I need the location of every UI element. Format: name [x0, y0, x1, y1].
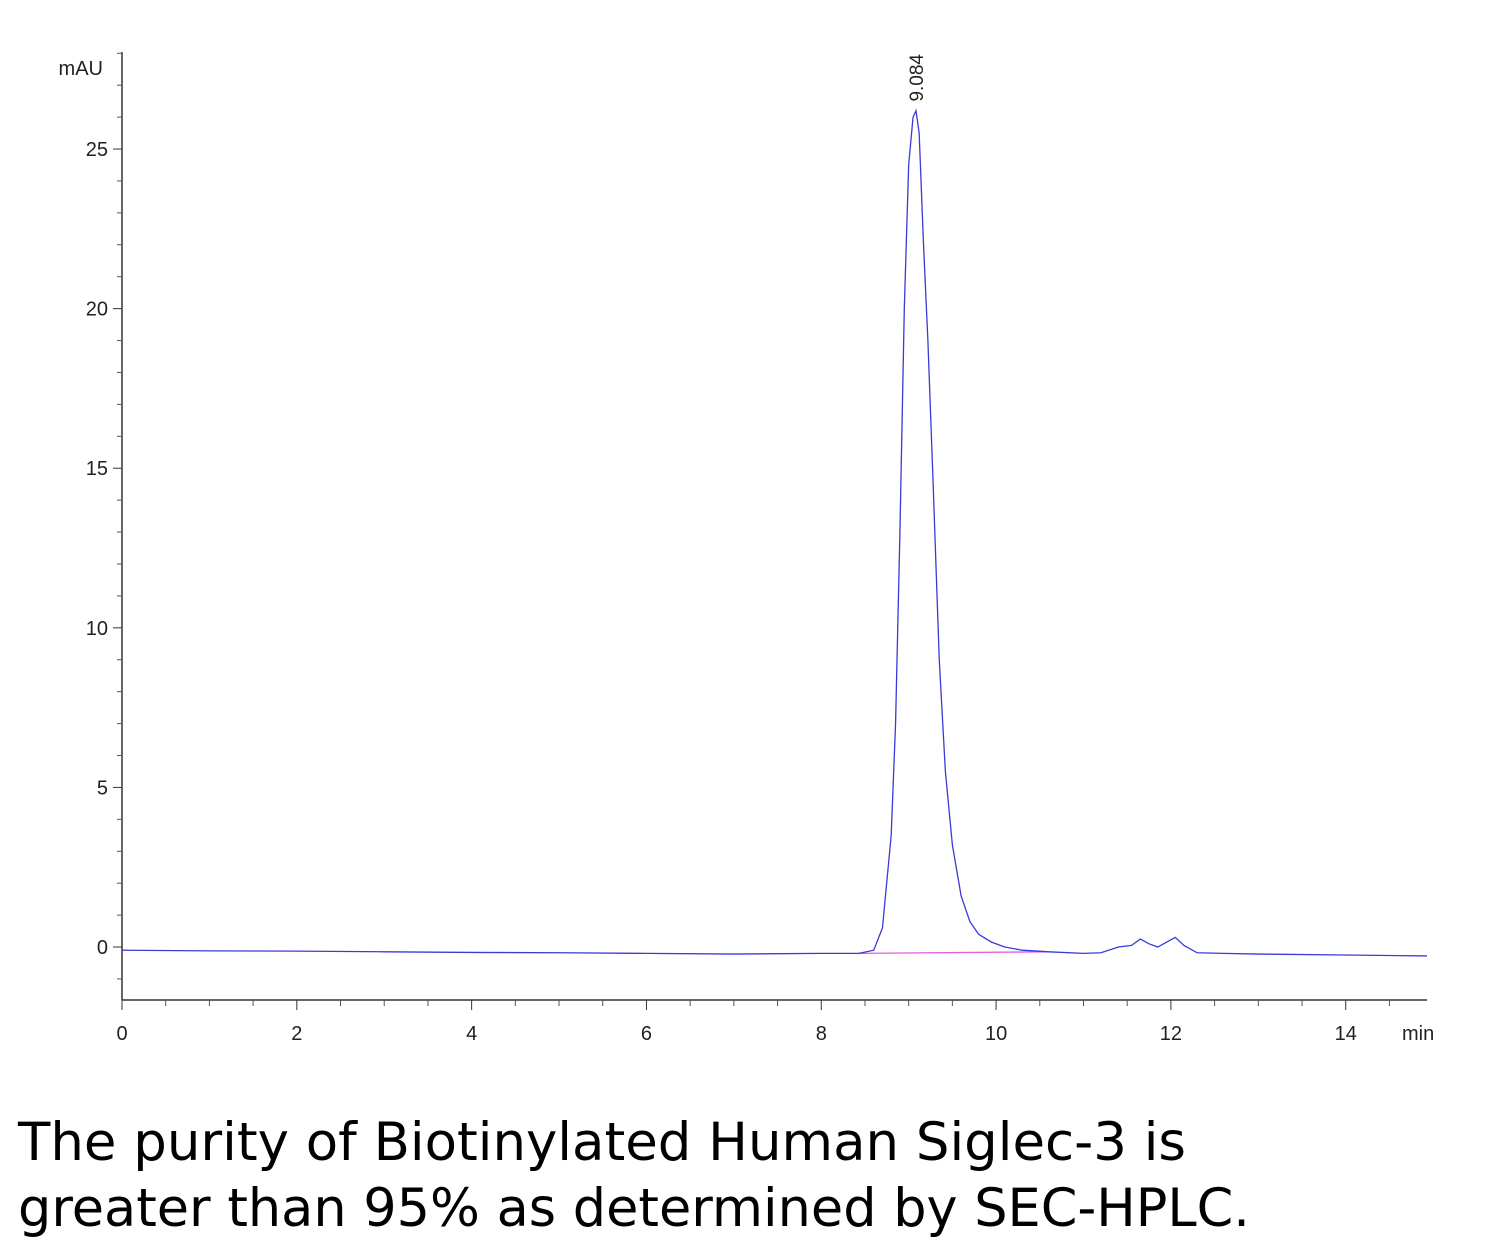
- x-tick-label: 6: [641, 1023, 652, 1045]
- caption: greater than 95% as determined by SEC-HP…: [18, 1178, 1250, 1239]
- x-tick-label: 2: [291, 1023, 302, 1045]
- x-tick-label: 4: [466, 1023, 477, 1045]
- y-tick-label: 5: [97, 777, 108, 799]
- peak-label: 9.084: [907, 54, 928, 102]
- y-tick-label: 0: [97, 937, 108, 959]
- y-axis-label: mAU: [59, 58, 103, 80]
- x-tick-label: 12: [1160, 1023, 1182, 1045]
- x-tick-label: 0: [116, 1023, 127, 1045]
- trace: [121, 108, 1428, 957]
- y-tick-label: 25: [86, 139, 108, 161]
- y-tick-label: 10: [86, 618, 108, 640]
- y-tick-label: 15: [86, 458, 108, 480]
- x-tick-label: 8: [816, 1023, 827, 1045]
- x-axis-label: min: [1402, 1023, 1434, 1045]
- y-tick-label: 20: [86, 299, 108, 321]
- caption: The purity of Biotinylated Human Siglec-…: [17, 1112, 1186, 1173]
- x-tick-label: 10: [985, 1023, 1007, 1045]
- x-tick-label: 14: [1335, 1023, 1357, 1045]
- trace: [858, 951, 1049, 955]
